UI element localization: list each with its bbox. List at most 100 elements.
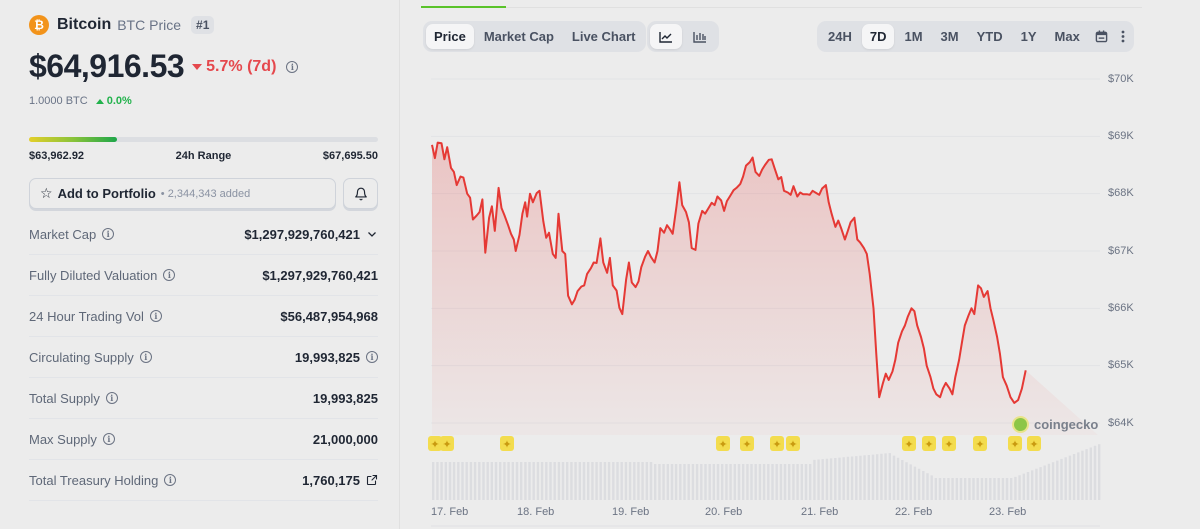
info-icon[interactable]: i [286,60,299,73]
more-options-button[interactable] [1115,24,1131,49]
range-7d[interactable]: 7D [861,24,895,49]
watermark-text: coingecko [1034,417,1099,432]
price-row: $64,916.53 5.7% (7d) i [29,48,299,85]
info-icon[interactable]: i [164,474,177,486]
portfolio-count: • 2,344,343 added [160,187,251,200]
stat-row-max-supply: Max Supply i 21,000,000 [29,419,378,460]
star-icon: ☆ [40,185,53,201]
coin-title-row: ₿ Bitcoin BTC Price #1 [29,15,215,35]
range-low: $63,962.92 [29,150,85,162]
chevron-down-icon[interactable] [366,228,378,240]
candlestick-chart-button[interactable] [684,24,716,49]
price-change-value: 5.7% (7d) [206,57,277,75]
range-ytd[interactable]: YTD [976,29,1003,44]
stat-label: Max Supply [29,431,97,447]
svg-text:✦: ✦ [502,439,511,451]
range-3m[interactable]: 3M [940,29,959,44]
tab-price[interactable]: Price [426,24,474,49]
stat-label: Circulating Supply [29,349,134,365]
x-tick-19-feb: 19. Feb [612,506,650,518]
svg-text:✦: ✦ [772,439,781,451]
event-marker-icon: ✦ [942,436,956,451]
y-tick-67k: $67K [1108,245,1134,257]
stat-label: Market Cap [29,226,97,242]
range-1m[interactable]: 1M [904,29,923,44]
event-marker-icon: ✦ [716,436,730,451]
x-tick-22-feb: 22. Feb [895,506,933,518]
range-high: $67,695.50 [322,150,378,162]
event-marker-icon: ✦ [1008,436,1022,451]
svg-text:✦: ✦ [924,439,933,451]
stat-label: Fully Diluted Valuation [29,267,158,283]
caret-up-icon [95,98,104,104]
y-tick-68k: $68K [1108,187,1134,199]
external-link-icon[interactable] [366,474,378,486]
stat-row-total-supply: Total Supply i 19,993,825 [29,378,378,419]
stat-value: 19,993,825 [312,390,378,406]
event-marker-icon: ✦ [973,436,987,451]
date-picker-button[interactable] [1090,24,1113,49]
coin-subtitle: BTC Price [117,17,182,33]
more-vertical-icon [1121,30,1125,43]
stat-row-trading-vol: 24 Hour Trading Vol i $56,487,954,968 [29,296,378,337]
chart-type-toggle [647,21,719,52]
line-chart-icon [659,31,672,43]
svg-text:✦: ✦ [442,439,451,451]
svg-text:✦: ✦ [742,439,751,451]
tab-market-cap[interactable]: Market Cap [483,29,554,44]
bitcoin-logo-icon: ₿ [29,15,49,35]
stat-row-treasury-holding: Total Treasury Holding i 1,760,175 [29,460,378,501]
calendar-icon [1095,30,1108,43]
range-24h-bar [29,137,378,142]
stat-label: Total Treasury Holding [29,472,159,488]
price-alert-button[interactable] [343,178,378,209]
svg-text:✦: ✦ [788,439,797,451]
event-marker-icon: ✦ [786,436,800,451]
stat-row-circulating-supply: Circulating Supply i 19,993,825 i [29,337,378,378]
info-icon[interactable]: i [149,310,162,322]
svg-text:✦: ✦ [904,439,913,451]
tab-live-chart[interactable]: Live Chart [571,29,636,44]
price-change-7d: 5.7% (7d) [192,58,276,76]
market-stats-list: Market Cap i $1,297,929,760,421 Fully Dil… [29,214,378,501]
btc-value: 1.0000 BTC [29,95,88,107]
volume-bars [432,444,1101,500]
info-icon[interactable]: i [102,228,115,240]
info-icon[interactable]: i [366,351,378,363]
line-chart-button[interactable] [650,24,682,49]
info-icon[interactable]: i [139,351,152,363]
price-chart[interactable]: ✦ ✦ ✦ ✦ ✦ ✦ ✦ ✦ ✦ ✦ ✦ ✦ ✦ $70K $69K $68K $67K $66K $… [420,60,1200,529]
stat-label: Total Supply [29,390,100,406]
info-icon[interactable]: i [105,392,118,404]
range-label: 24h Range [175,150,232,162]
y-tick-66k: $66K [1108,302,1134,314]
info-icon[interactable]: i [163,269,176,281]
tab-divider [506,7,1142,8]
coin-info-panel: ₿ Bitcoin BTC Price #1 $64,916.53 5.7% (… [0,0,400,529]
price-area-fill [432,142,1098,435]
price-chart-plot[interactable]: ✦ ✦ ✦ ✦ ✦ ✦ ✦ ✦ ✦ ✦ ✦ ✦ ✦ [420,60,1200,529]
range-max[interactable]: Max [1054,29,1080,44]
x-tick-23-feb: 23. Feb [989,506,1027,518]
event-markers: ✦ ✦ ✦ ✦ ✦ ✦ ✦ ✦ ✦ ✦ ✦ ✦ ✦ [428,436,1041,451]
event-marker-icon: ✦ [428,436,442,451]
info-icon[interactable]: i [102,433,115,445]
svg-text:✦: ✦ [975,439,984,451]
btc-conversion-row: 1.0000 BTC 0.0% [29,95,132,107]
stat-row-fdv: Fully Diluted Valuation i $1,297,929,760,… [29,255,378,296]
coingecko-logo-icon [1012,416,1029,433]
range-1y[interactable]: 1Y [1020,29,1037,44]
stat-value: 19,993,825 [294,349,360,365]
btc-change-value: 0.0% [106,95,132,107]
add-to-portfolio-button[interactable]: ☆ Add to Portfolio • 2,344,343 added [29,178,336,209]
stat-row-market-cap: Market Cap i $1,297,929,760,421 [29,214,378,255]
stat-value: 21,000,000 [312,431,378,447]
x-tick-20-feb: 20. Feb [705,506,743,518]
y-tick-70k: $70K [1108,73,1134,85]
svg-text:✦: ✦ [1010,439,1019,451]
current-price: $64,916.53 [29,48,185,84]
range-24h[interactable]: 24H [828,29,852,44]
range-24h-labels: $63,962.92 24h Range $67,695.50 [29,150,378,162]
x-tick-17-feb: 17. Feb [431,506,469,518]
